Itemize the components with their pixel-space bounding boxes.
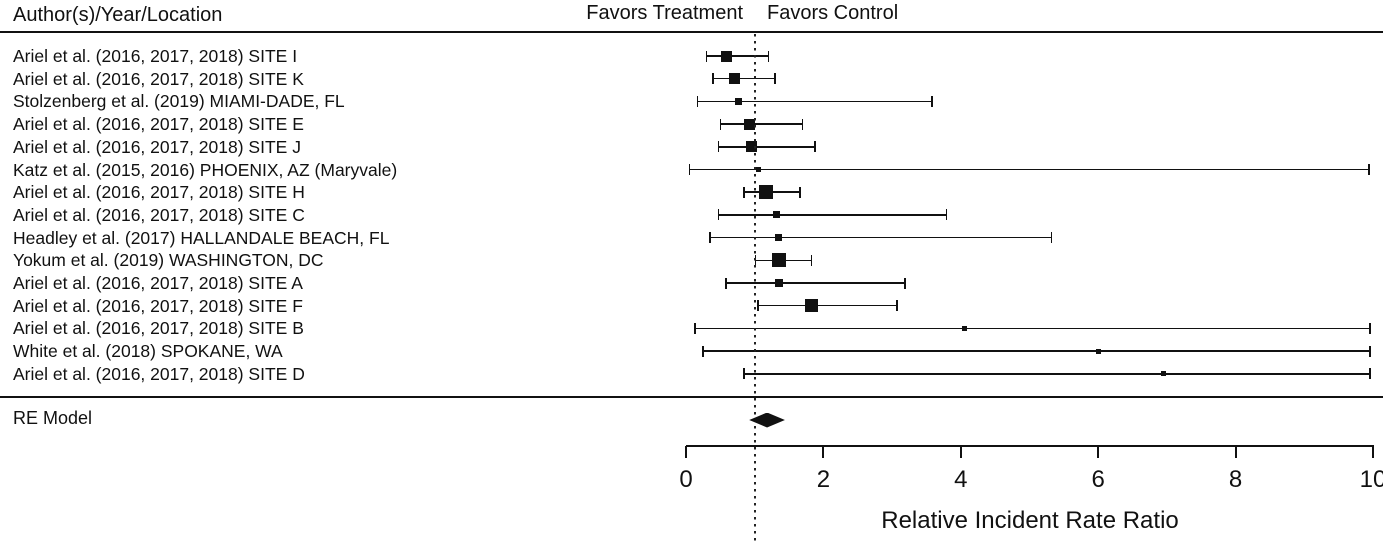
- axis-tick: [1372, 446, 1374, 458]
- header-divider-line: [0, 31, 1383, 33]
- ci-cap-left: [757, 300, 759, 312]
- summary-divider-line: [0, 396, 1383, 398]
- ci-cap-left: [694, 322, 696, 334]
- estimate-square: [721, 50, 733, 62]
- ci-cap-right: [799, 186, 801, 198]
- study-label: Ariel et al. (2016, 2017, 2018) SITE F: [13, 295, 303, 316]
- study-label: Ariel et al. (2016, 2017, 2018) SITE J: [13, 136, 301, 157]
- axis-tick: [1097, 446, 1100, 458]
- ci-cap-left: [702, 345, 704, 357]
- estimate-square: [961, 325, 967, 331]
- ci-cap-right: [1369, 368, 1371, 380]
- ci-cap-right: [1050, 232, 1053, 244]
- study-label: Headley et al. (2017) HALLANDALE BEACH, …: [13, 227, 390, 248]
- estimate-square: [771, 253, 786, 268]
- estimate-square: [744, 118, 756, 130]
- ci-cap-left: [717, 209, 720, 221]
- ci-line: [688, 168, 1370, 171]
- favors-treatment-label: Favors Treatment: [586, 2, 743, 24]
- study-label: Yokum et al. (2019) WASHINGTON, DC: [13, 250, 324, 271]
- reference-line: [753, 34, 756, 545]
- study-label: White et al. (2018) SPOKANE, WA: [13, 341, 283, 362]
- ci-cap-left: [688, 164, 691, 175]
- ci-cap-right: [904, 277, 906, 289]
- study-label: Ariel et al. (2016, 2017, 2018) SITE E: [13, 114, 304, 135]
- study-label: Ariel et al. (2016, 2017, 2018) SITE H: [13, 182, 305, 203]
- ci-line: [757, 304, 898, 307]
- estimate-square: [1095, 348, 1101, 354]
- ci-cap-right: [931, 95, 933, 107]
- estimate-square: [756, 167, 762, 172]
- study-label: Ariel et al. (2016, 2017, 2018) SITE D: [13, 363, 305, 384]
- estimate-square: [735, 97, 743, 105]
- summary-label: RE Model: [13, 408, 93, 428]
- estimate-square: [758, 185, 773, 200]
- ci-cap-right: [801, 118, 804, 130]
- study-label: Ariel et al. (2016, 2017, 2018) SITE K: [13, 68, 304, 89]
- author-column-header: Author(s)/Year/Location: [13, 4, 223, 26]
- study-label: Ariel et al. (2016, 2017, 2018) SITE B: [13, 318, 304, 339]
- estimate-square: [773, 211, 781, 219]
- x-axis-line: [686, 445, 1374, 447]
- estimate-square: [1160, 371, 1166, 377]
- ci-cap-left: [725, 277, 727, 289]
- ci-line: [712, 77, 776, 80]
- study-label: Katz et al. (2015, 2016) PHOENIX, AZ (Ma…: [13, 159, 398, 180]
- ci-line: [709, 236, 1053, 239]
- axis-tick: [959, 446, 962, 458]
- ci-line: [702, 350, 1371, 352]
- axis-tick-label: 0: [679, 466, 693, 493]
- ci-cap-right: [1369, 322, 1371, 334]
- axis-tick: [685, 446, 687, 458]
- ci-cap-left: [712, 73, 714, 85]
- ci-line: [705, 55, 770, 57]
- estimate-square: [728, 73, 740, 85]
- summary-diamond: [749, 412, 785, 428]
- ci-line: [694, 327, 1371, 330]
- axis-tick-label: 10: [1359, 466, 1383, 493]
- ci-cap-left: [709, 232, 711, 244]
- estimate-square: [774, 234, 782, 242]
- study-label: Ariel et al. (2016, 2017, 2018) SITE C: [13, 204, 305, 225]
- ci-cap-right: [814, 141, 816, 153]
- axis-tick-label: 8: [1228, 466, 1243, 493]
- estimate-square: [745, 141, 757, 153]
- study-label: Ariel et al. (2016, 2017, 2018) SITE I: [13, 46, 298, 66]
- axis-tick-label: 6: [1091, 466, 1105, 493]
- ci-line: [719, 123, 804, 125]
- ci-cap-left: [743, 186, 745, 198]
- ci-cap-right: [1369, 345, 1371, 357]
- axis-tick-label: 4: [954, 466, 968, 493]
- ci-line: [725, 282, 906, 284]
- ci-line: [743, 373, 1371, 375]
- ci-cap-left: [719, 118, 722, 130]
- ci-line: [717, 214, 948, 216]
- axis-tick: [1234, 446, 1237, 458]
- ci-cap-left: [743, 368, 745, 380]
- study-label: Stolzenberg et al. (2019) MIAMI-DADE, FL: [13, 91, 345, 112]
- ci-cap-right: [945, 209, 948, 221]
- estimate-square: [775, 279, 784, 287]
- ci-cap-right: [767, 50, 770, 62]
- axis-tick-label: 2: [816, 466, 831, 493]
- ci-line: [696, 100, 933, 103]
- x-axis-title: Relative Incident Rate Ratio: [881, 507, 1179, 534]
- ci-cap-right: [810, 254, 813, 266]
- study-label: Ariel et al. (2016, 2017, 2018) SITE A: [13, 273, 303, 293]
- axis-tick: [822, 446, 825, 458]
- ci-cap-left: [696, 95, 699, 107]
- ci-cap-right: [1368, 164, 1370, 175]
- ci-cap-right: [774, 73, 776, 85]
- favors-control-label: Favors Control: [767, 2, 899, 24]
- ci-cap-left: [717, 141, 720, 153]
- ci-line: [717, 146, 816, 148]
- ci-cap-left: [705, 50, 708, 62]
- estimate-square: [804, 299, 818, 313]
- ci-cap-right: [896, 300, 898, 312]
